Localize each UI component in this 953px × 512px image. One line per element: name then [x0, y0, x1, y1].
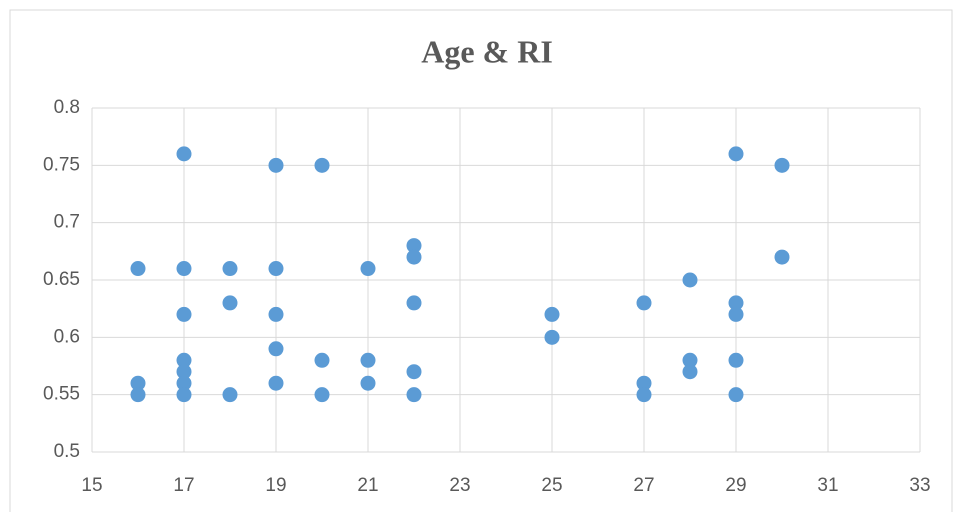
point	[728, 352, 744, 368]
point	[406, 364, 422, 380]
y-tick-label: 0.6	[54, 326, 80, 347]
point	[636, 387, 652, 403]
point	[406, 295, 422, 311]
point	[222, 387, 238, 403]
point	[728, 295, 744, 311]
point	[360, 261, 376, 277]
point	[268, 261, 284, 277]
point	[222, 261, 238, 277]
x-tick-label: 15	[81, 475, 102, 496]
point	[406, 238, 422, 254]
point	[268, 375, 284, 391]
point	[728, 387, 744, 403]
point	[176, 375, 192, 391]
point	[728, 146, 744, 162]
y-tick-label: 0.65	[43, 269, 80, 290]
point	[774, 157, 790, 173]
x-tick-label: 29	[725, 475, 746, 496]
point	[406, 387, 422, 403]
chart-frame	[9, 9, 953, 512]
point	[682, 272, 698, 288]
point	[360, 352, 376, 368]
point	[130, 387, 146, 403]
x-tick-label: 25	[541, 475, 562, 496]
x-tick-label: 33	[909, 475, 930, 496]
point	[774, 249, 790, 265]
y-tick-label: 0.5	[54, 441, 80, 462]
point	[268, 341, 284, 357]
y-tick-label: 0.55	[43, 384, 80, 405]
x-tick-label: 31	[817, 475, 838, 496]
point	[636, 295, 652, 311]
point	[314, 157, 330, 173]
point	[544, 329, 560, 345]
point	[176, 352, 192, 368]
point	[682, 352, 698, 368]
x-tick-label: 17	[173, 475, 194, 496]
point	[176, 364, 192, 380]
point	[176, 261, 192, 277]
point	[406, 249, 422, 265]
point	[682, 364, 698, 380]
point	[176, 306, 192, 322]
point	[544, 306, 560, 322]
point	[636, 375, 652, 391]
y-tick-label: 0.75	[43, 154, 80, 175]
point	[314, 387, 330, 403]
y-tick-label: 0.7	[54, 212, 80, 233]
point	[360, 375, 376, 391]
x-tick-label: 23	[449, 475, 470, 496]
point	[268, 157, 284, 173]
point	[176, 387, 192, 403]
point	[728, 306, 744, 322]
x-tick-label: 21	[357, 475, 378, 496]
point	[130, 261, 146, 277]
chart-title: Age & RI	[421, 33, 553, 69]
y-tick-label: 0.8	[54, 97, 80, 118]
point	[314, 352, 330, 368]
x-tick-label: 27	[633, 475, 654, 496]
point	[176, 146, 192, 162]
point	[222, 295, 238, 311]
x-tick-label: 19	[265, 475, 286, 496]
point	[268, 306, 284, 322]
point	[130, 375, 146, 391]
